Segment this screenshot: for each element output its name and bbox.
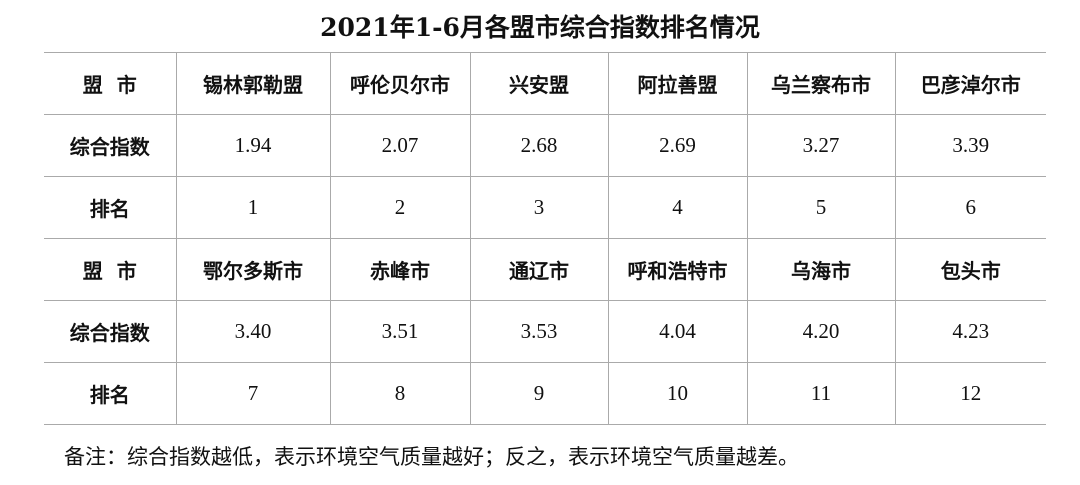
row-label: 综合指数 xyxy=(44,114,176,177)
index-cell: 2.68 xyxy=(469,114,608,177)
city-name-cell: 锡林郭勒盟 xyxy=(175,52,330,115)
rank-cell: 10 xyxy=(607,362,747,425)
table-row-index: 综合指数 1.94 2.07 2.68 2.69 3.27 3.39 xyxy=(44,114,1046,177)
rank-cell: 2 xyxy=(329,176,470,239)
index-cell: 3.39 xyxy=(894,114,1046,177)
city-name-cell: 呼和浩特市 xyxy=(607,238,747,301)
index-cell: 4.23 xyxy=(894,300,1046,363)
rank-cell: 4 xyxy=(607,176,747,239)
row-label: 盟 市 xyxy=(44,238,176,301)
rank-cell: 6 xyxy=(894,176,1046,239)
page-title: 2021年1-6月各盟市综合指数排名情况 xyxy=(320,13,760,42)
index-cell: 3.40 xyxy=(175,300,330,363)
index-cell: 2.69 xyxy=(607,114,747,177)
ranking-table: 盟 市锡林郭勒盟 呼伦贝尔市 兴安盟 阿拉善盟 乌兰察布市 巴彦淖尔市 综合指数 1.94 2.… xyxy=(44,52,1046,425)
row-label: 盟 市 xyxy=(44,52,176,115)
table-row-cities: 盟 市鄂尔多斯市 赤峰市 通辽市 呼和浩特市 乌海市 包头市 xyxy=(44,238,1046,301)
rank-cell: 8 xyxy=(329,362,470,425)
footnote: 备注：综合指数越低，表示环境空气质量越好；反之，表示环境空气质量越差。 xyxy=(64,445,799,469)
city-name-cell: 巴彦淖尔市 xyxy=(894,52,1046,115)
table-row-index: 综合指数 3.40 3.51 3.53 4.04 4.20 4.23 xyxy=(44,300,1046,363)
index-cell: 3.53 xyxy=(469,300,608,363)
rank-cell: 12 xyxy=(894,362,1046,425)
city-name-cell: 乌海市 xyxy=(746,238,895,301)
city-name-cell: 阿拉善盟 xyxy=(607,52,747,115)
rank-cell: 7 xyxy=(175,362,330,425)
row-label: 综合指数 xyxy=(44,300,176,363)
city-name-cell: 赤峰市 xyxy=(329,238,470,301)
rank-cell: 9 xyxy=(469,362,608,425)
rank-cell: 1 xyxy=(175,176,330,239)
table-row-cities: 盟 市锡林郭勒盟 呼伦贝尔市 兴安盟 阿拉善盟 乌兰察布市 巴彦淖尔市 xyxy=(44,52,1046,115)
table-row-rank: 排名 7 8 9 10 11 12 xyxy=(44,362,1046,425)
city-name-cell: 乌兰察布市 xyxy=(746,52,895,115)
city-name-cell: 包头市 xyxy=(894,238,1046,301)
table-row-rank: 排名 1 2 3 4 5 6 xyxy=(44,176,1046,239)
index-cell: 2.07 xyxy=(329,114,470,177)
city-name-cell: 鄂尔多斯市 xyxy=(175,238,330,301)
row-label: 排名 xyxy=(44,176,176,239)
city-name-cell: 兴安盟 xyxy=(469,52,608,115)
index-cell: 3.51 xyxy=(329,300,470,363)
rank-cell: 3 xyxy=(469,176,608,239)
city-name-cell: 通辽市 xyxy=(469,238,608,301)
row-label: 排名 xyxy=(44,362,176,425)
index-cell: 3.27 xyxy=(746,114,895,177)
rank-cell: 11 xyxy=(746,362,895,425)
index-cell: 4.04 xyxy=(607,300,747,363)
index-cell: 4.20 xyxy=(746,300,895,363)
rank-cell: 5 xyxy=(746,176,895,239)
index-cell: 1.94 xyxy=(175,114,330,177)
city-name-cell: 呼伦贝尔市 xyxy=(329,52,470,115)
